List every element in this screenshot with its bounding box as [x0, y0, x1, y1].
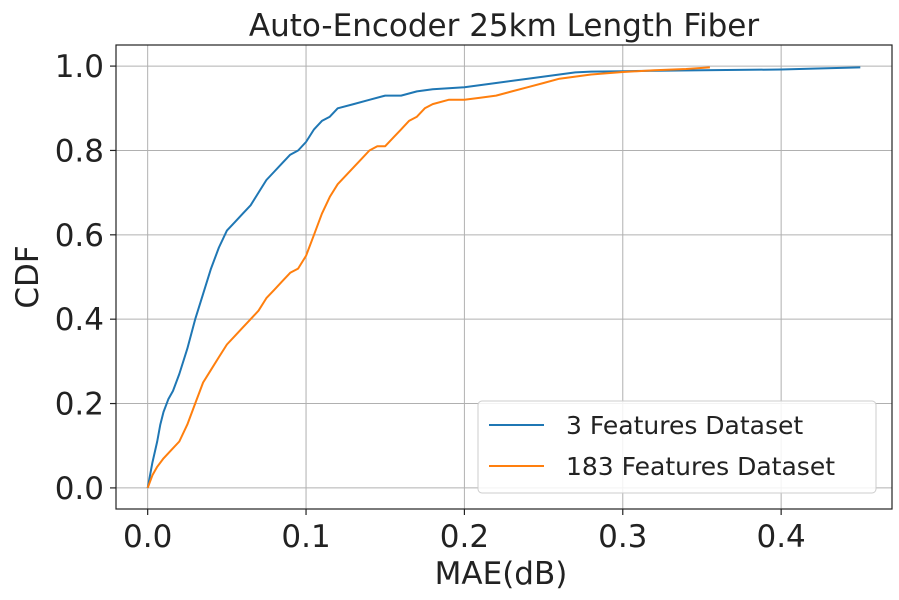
x-axis-label: MAE(dB) [435, 556, 568, 592]
series-line-3-features [146, 66, 861, 489]
x-tick-label: 0.2 [440, 519, 489, 555]
plot-area-frame [115, 44, 893, 510]
legend-label-183-features: 183 Features Dataset [566, 452, 835, 481]
y-tick-label: 0.4 [55, 302, 104, 338]
legend: 3 Features Dataset 183 Features Dataset [477, 400, 877, 494]
y-tick-label: 0.6 [55, 218, 104, 254]
legend-label-3-features: 3 Features Dataset [566, 411, 803, 440]
x-tick-label: 0.0 [123, 519, 172, 555]
y-axis-label: CDF [10, 245, 46, 308]
y-tick-label: 0.8 [55, 133, 104, 169]
legend-box [477, 400, 877, 494]
y-tick-label: 0.0 [55, 471, 104, 507]
chart-title: Auto-Encoder 25km Length Fiber [249, 8, 759, 44]
x-tick-label: 0.1 [281, 519, 330, 555]
series-line-183-features [146, 66, 710, 489]
tick-layer: 0.0 0.1 0.2 0.3 0.4 0.0 0.2 0.4 0.6 0.8 1.0 [55, 49, 806, 555]
x-tick-label: 0.4 [756, 519, 805, 555]
y-tick-label: 1.0 [55, 49, 104, 85]
y-tick-label: 0.2 [55, 387, 104, 423]
x-tick-label: 0.3 [598, 519, 647, 555]
series-layer [146, 66, 861, 489]
